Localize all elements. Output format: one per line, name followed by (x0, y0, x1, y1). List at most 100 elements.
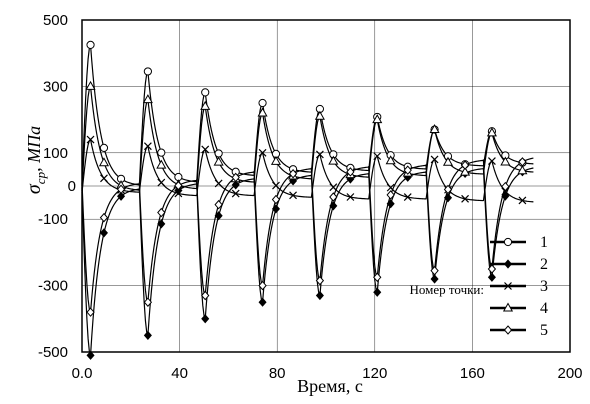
series-line-1 (81, 44, 534, 187)
marker-3-9 (258, 148, 267, 157)
marker-2-18 (430, 274, 439, 284)
marker-2-3 (143, 330, 152, 341)
marker-2-12 (315, 290, 324, 301)
marker-5-9 (258, 280, 267, 291)
marker-3-0 (86, 135, 95, 144)
marker-5-4 (157, 207, 166, 218)
marker-3-10 (272, 181, 280, 190)
marker-4-19 (442, 156, 454, 166)
x-tick-label-2: 80 (269, 365, 286, 382)
marker-2-8 (231, 180, 240, 190)
marker-5-15 (373, 272, 382, 283)
legend-item-3: 3 (490, 278, 548, 295)
legend-caption: Номер точки: (410, 282, 484, 297)
y-tick-label-6: 500 (43, 12, 68, 29)
series-line-3 (81, 138, 534, 203)
marker-4-12 (314, 110, 325, 120)
y-tick-label-2: -100 (38, 211, 68, 228)
marker-1-9 (258, 98, 267, 108)
x-tick-label-1: 40 (171, 365, 188, 382)
marker-3-13 (329, 183, 338, 192)
marker-3-6 (201, 145, 210, 154)
marker-2-5 (174, 185, 183, 196)
marker-5-6 (201, 290, 210, 301)
marker-2-6 (201, 314, 210, 324)
marker-5-11 (288, 168, 298, 179)
marker-4-13 (328, 155, 339, 165)
grid (81, 19, 571, 353)
legend-marker-3 (504, 282, 512, 290)
marker-3-16 (386, 183, 395, 192)
x-axis-title: Время, с (297, 376, 363, 396)
marker-3-5 (174, 189, 183, 198)
legend-label-1: 1 (540, 234, 548, 251)
marker-3-7 (214, 179, 223, 188)
marker-3-1 (100, 174, 108, 183)
marker-5-2 (116, 184, 126, 195)
x-tick-label-4: 160 (460, 365, 485, 382)
marker-5-17 (403, 165, 412, 175)
marker-1-4 (157, 148, 166, 157)
legend-item-2: 2 (490, 256, 548, 273)
marker-4-15 (372, 114, 383, 124)
marker-3-18 (430, 155, 439, 164)
marker-3-21 (487, 157, 496, 166)
y-tick-label-0: -500 (38, 344, 68, 361)
series-markers-2 (86, 167, 527, 360)
marker-5-22 (501, 181, 510, 192)
marker-3-12 (315, 150, 324, 159)
marker-4-22 (500, 156, 511, 166)
legend-marker-1 (503, 237, 513, 247)
y-tick-label-5: 300 (43, 78, 68, 95)
marker-3-17 (403, 193, 412, 202)
marker-4-0 (85, 80, 96, 90)
marker-5-10 (271, 194, 281, 205)
legend-item-5: 5 (490, 322, 548, 339)
marker-5-7 (214, 199, 223, 210)
marker-2-19 (443, 193, 453, 203)
legend-label-4: 4 (540, 300, 548, 317)
series-markers-3 (86, 135, 527, 205)
marker-2-9 (258, 297, 267, 307)
marker-5-16 (386, 190, 395, 200)
legend-label-2: 2 (540, 256, 548, 273)
marker-2-1 (99, 228, 108, 238)
marker-1-3 (143, 67, 152, 76)
marker-3-20 (461, 194, 470, 203)
marker-5-5 (174, 180, 183, 191)
marker-5-1 (99, 212, 109, 223)
legend: 1 2 3 4 5 Номер точки: (410, 234, 548, 339)
legend-marker-4 (502, 302, 514, 312)
marker-1-1 (99, 143, 109, 153)
series-line-2 (81, 167, 534, 356)
marker-2-11 (289, 176, 298, 186)
marker-4-10 (270, 155, 282, 165)
y-tick-label-1: -300 (38, 278, 68, 295)
marker-1-6 (201, 88, 210, 97)
series-markers-4 (85, 80, 528, 190)
y-axis-unit: , МПа (24, 126, 44, 172)
marker-4-9 (257, 107, 268, 117)
marker-3-15 (373, 152, 382, 161)
marker-4-16 (385, 155, 396, 165)
marker-2-13 (329, 201, 338, 211)
y-axis-subscript: ср (33, 171, 48, 184)
y-axis-title: σср, МПа (23, 126, 48, 194)
marker-3-8 (231, 189, 240, 198)
x-tick-label-0: 0.0 (72, 365, 93, 382)
legend-label-3: 3 (540, 278, 548, 295)
marker-3-14 (346, 193, 355, 201)
marker-4-18 (429, 124, 440, 134)
y-tick-label-3: 0 (68, 178, 76, 195)
marker-2-10 (271, 204, 281, 214)
series-line-5 (81, 157, 534, 313)
legend-label-5: 5 (540, 322, 548, 339)
marker-1-0 (86, 40, 95, 50)
marker-5-20 (460, 160, 470, 170)
marker-2-15 (373, 287, 382, 297)
legend-item-1: 1 (490, 234, 548, 251)
marker-2-2 (117, 191, 126, 201)
legend-marker-5 (503, 325, 513, 335)
marker-4-4 (156, 159, 167, 169)
